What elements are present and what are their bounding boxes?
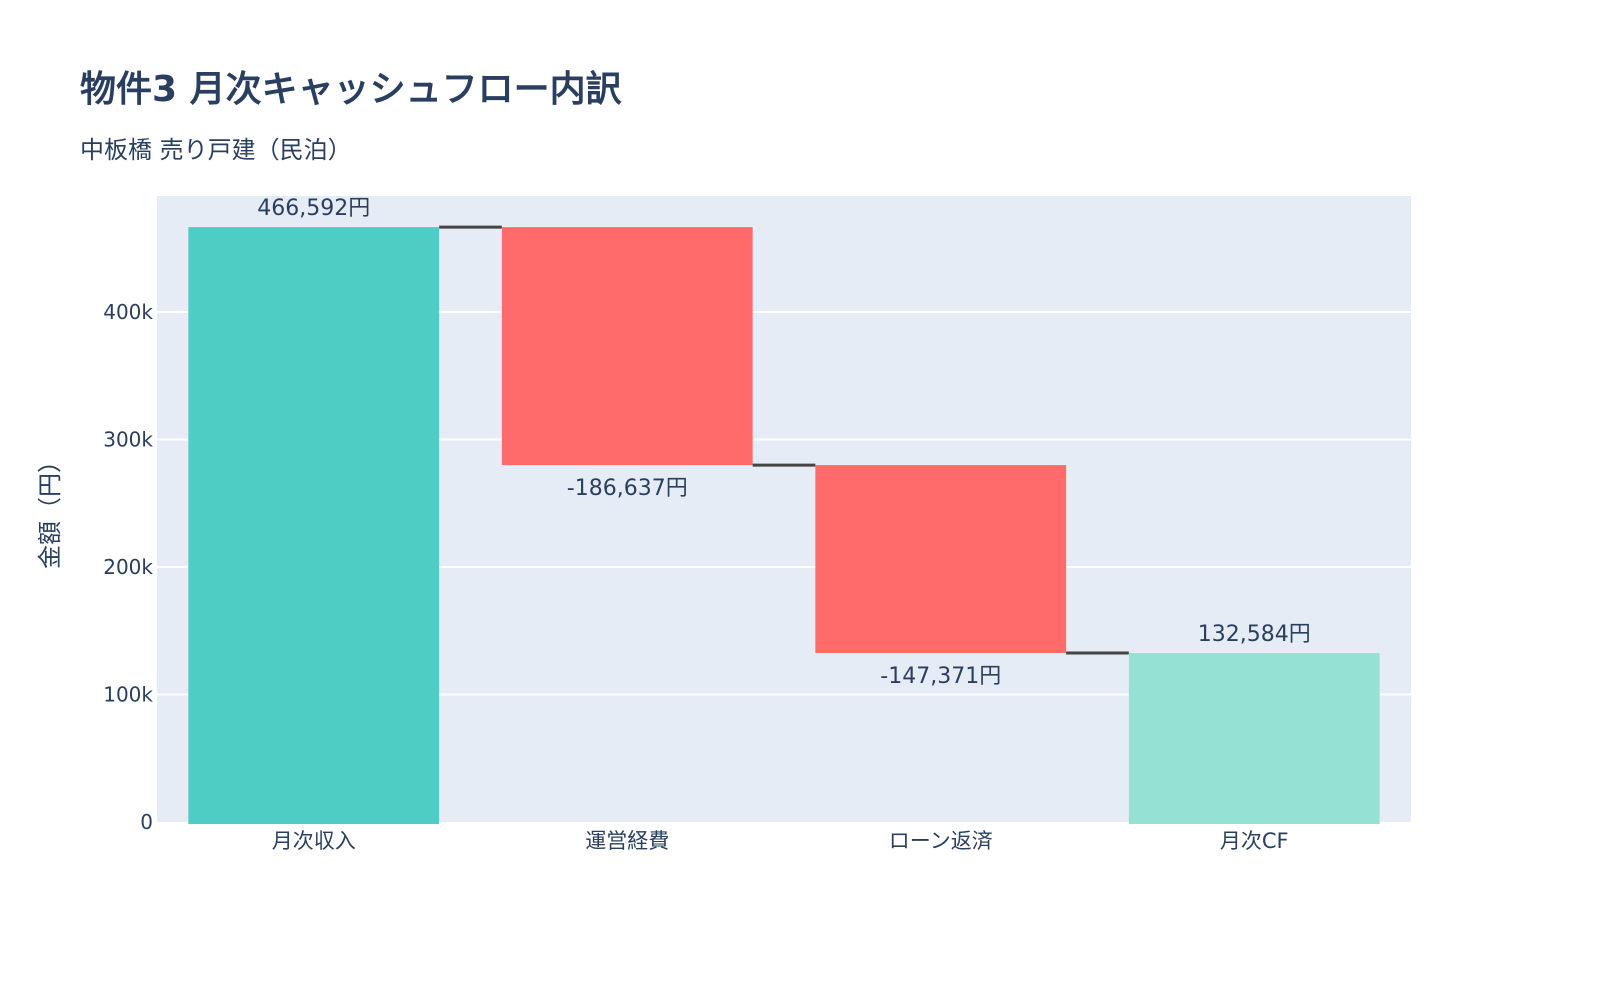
x-tick-label: 月次CF bbox=[1220, 829, 1289, 853]
y-axis-label: 金額（円） bbox=[36, 449, 64, 569]
bar-3 bbox=[815, 465, 1067, 653]
y-tick-label: 100k bbox=[103, 683, 153, 707]
bar-4 bbox=[1128, 652, 1380, 824]
data-label: 132,584円 bbox=[1198, 622, 1311, 647]
y-tick-label: 400k bbox=[103, 300, 153, 324]
data-label: -186,637円 bbox=[567, 476, 688, 501]
chart-title: 物件3 月次キャッシュフロー内訳 bbox=[80, 69, 622, 110]
chart-subtitle: 中板橋 売り戸建（民泊） bbox=[80, 136, 352, 164]
y-tick-label: 200k bbox=[103, 555, 153, 579]
y-tick-label: 0 bbox=[140, 810, 153, 834]
y-tick-label: 300k bbox=[103, 428, 153, 452]
data-label: 466,592円 bbox=[257, 196, 370, 221]
x-tick-label: ローン返済 bbox=[889, 829, 993, 853]
x-tick-label: 月次収入 bbox=[272, 829, 356, 853]
data-label: -147,371円 bbox=[880, 664, 1001, 689]
bar-2 bbox=[501, 227, 753, 466]
x-tick-label: 運営経費 bbox=[585, 829, 669, 853]
bar-1 bbox=[188, 227, 440, 824]
